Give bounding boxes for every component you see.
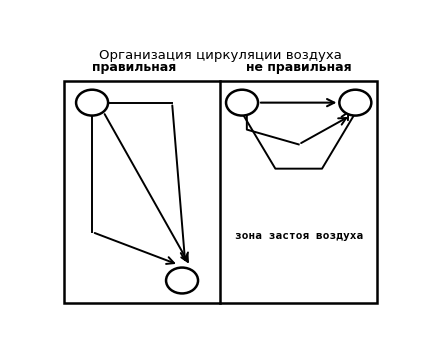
Text: зона застоя воздуха: зона застоя воздуха	[234, 231, 363, 241]
Text: Организация циркуляции воздуха: Организация циркуляции воздуха	[99, 49, 342, 62]
Circle shape	[166, 267, 198, 293]
Text: правильная: правильная	[92, 61, 176, 74]
Circle shape	[226, 90, 258, 116]
Circle shape	[76, 90, 108, 116]
Bar	[64, 81, 377, 303]
Circle shape	[339, 90, 372, 116]
Text: не правильная: не правильная	[246, 61, 351, 74]
